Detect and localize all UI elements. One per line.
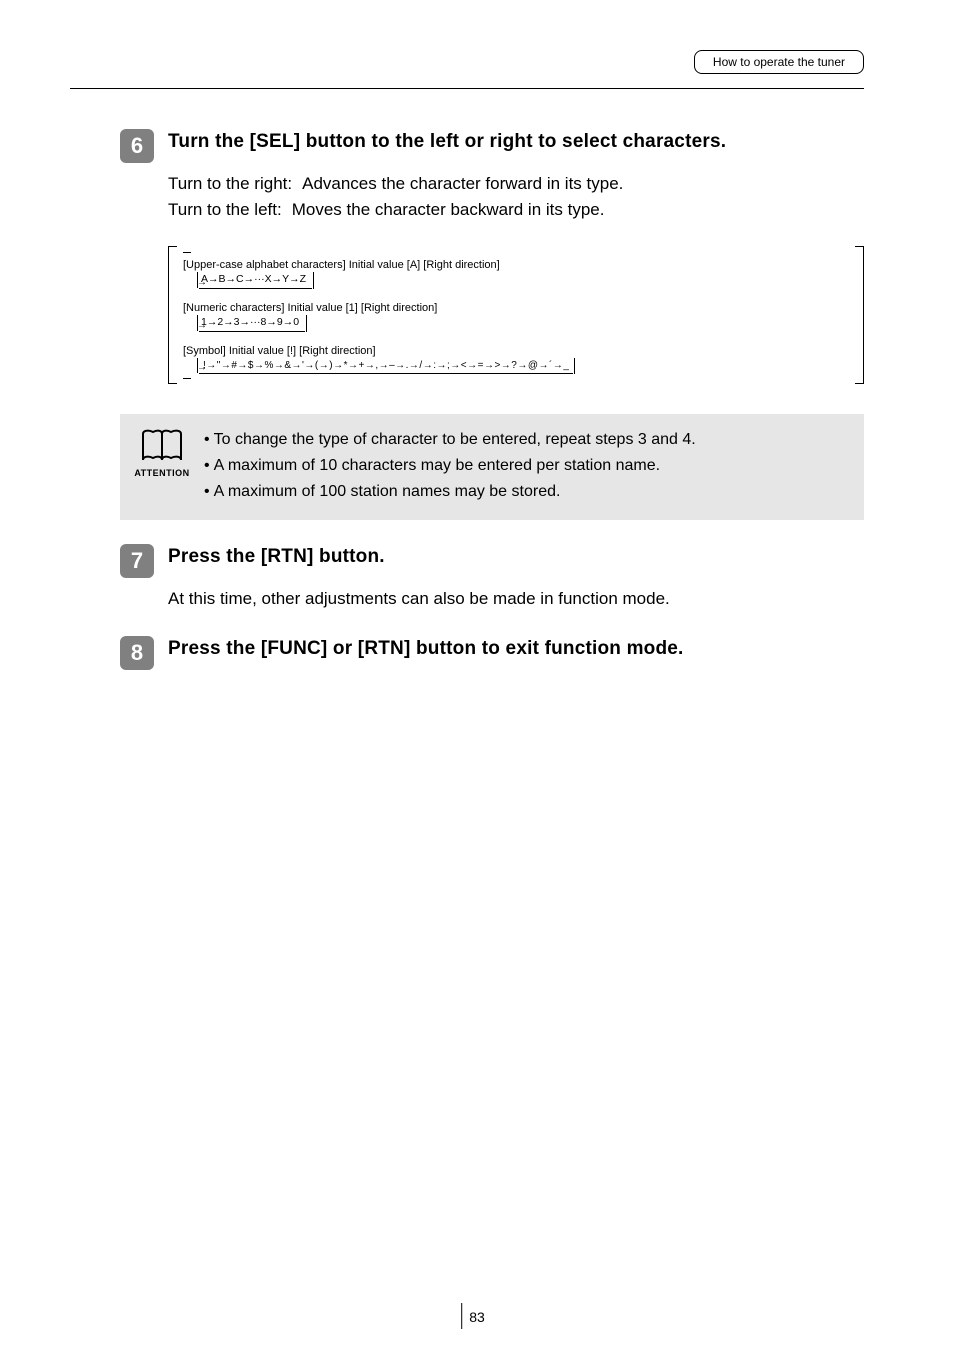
bullet-dot: • [204, 428, 210, 452]
step-title: Press the [RTN] button. [168, 544, 385, 570]
attention-box: ATTENTION •To change the type of charact… [120, 414, 864, 520]
bullet-dot: • [204, 480, 210, 504]
attention-bullet: A maximum of 100 station names may be st… [214, 480, 561, 504]
char-sequence-text: !→"→#→$→%→&→'→(→)→*→+→,→–→.→/→:→;→<→=→>→… [203, 360, 569, 371]
character-sequence-diagram: [Upper-case alphabet characters] Initial… [168, 246, 864, 384]
char-group-numeric: [Numeric characters] Initial value [1] [… [183, 301, 849, 332]
step-title: Turn the [SEL] button to the left or rig… [168, 129, 726, 155]
step-row: 8 Press the [FUNC] or [RTN] button to ex… [120, 636, 864, 670]
step-row: 6 Turn the [SEL] button to the left or r… [120, 129, 864, 163]
attention-body: •To change the type of character to be e… [204, 428, 696, 506]
explain-text: Moves the character backward in its type… [292, 197, 605, 223]
step-number-badge: 8 [120, 636, 154, 670]
explain-label: Turn to the right: [168, 171, 292, 197]
arrow-right-icon: → [197, 361, 208, 374]
char-group-symbol: [Symbol] Initial value [!] [Right direct… [183, 344, 849, 374]
header-section-box: How to operate the tuner [694, 50, 864, 74]
step-body: At this time, other adjustments can also… [168, 586, 864, 612]
attention-bullet: A maximum of 10 characters may be entere… [214, 454, 660, 478]
step-body: Turn to the right: Advances the characte… [168, 171, 864, 222]
char-group-label: [Symbol] Initial value [!] [Right direct… [183, 344, 849, 358]
step-number-badge: 7 [120, 544, 154, 578]
char-sequence-text: 1→2→3→···8→9→0 [201, 316, 299, 328]
arrow-right-icon: → [197, 276, 207, 289]
char-group-upper: [Upper-case alphabet characters] Initial… [183, 258, 849, 289]
char-sequence: → A→B→C→···X→Y→Z [199, 272, 312, 289]
step-row: 7 Press the [RTN] button. [120, 544, 864, 578]
page-container: How to operate the tuner 6 Turn the [SEL… [0, 0, 954, 1355]
attention-label: ATTENTION [134, 468, 190, 478]
char-group-label: [Numeric characters] Initial value [1] [… [183, 301, 849, 315]
attention-icon-wrap: ATTENTION [134, 428, 190, 506]
header-divider [70, 88, 864, 89]
arrow-right-icon: → [197, 319, 207, 332]
header-section-label: How to operate the tuner [713, 55, 845, 69]
char-sequence: → !→"→#→$→%→&→'→(→)→*→+→,→–→.→/→:→;→<→=→… [199, 358, 573, 374]
step-number-badge: 6 [120, 129, 154, 163]
bullet-dot: • [204, 454, 210, 478]
attention-bullet: To change the type of character to be en… [214, 428, 696, 452]
char-sequence: → 1→2→3→···8→9→0 [199, 315, 305, 332]
char-sequence-text: A→B→C→···X→Y→Z [201, 273, 306, 285]
page-number: 83 [469, 1309, 485, 1325]
book-icon [139, 428, 185, 466]
explain-label: Turn to the left: [168, 197, 282, 223]
explain-text: Advances the character forward in its ty… [302, 171, 623, 197]
char-group-label: [Upper-case alphabet characters] Initial… [183, 258, 849, 272]
step-title: Press the [FUNC] or [RTN] button to exit… [168, 636, 684, 662]
